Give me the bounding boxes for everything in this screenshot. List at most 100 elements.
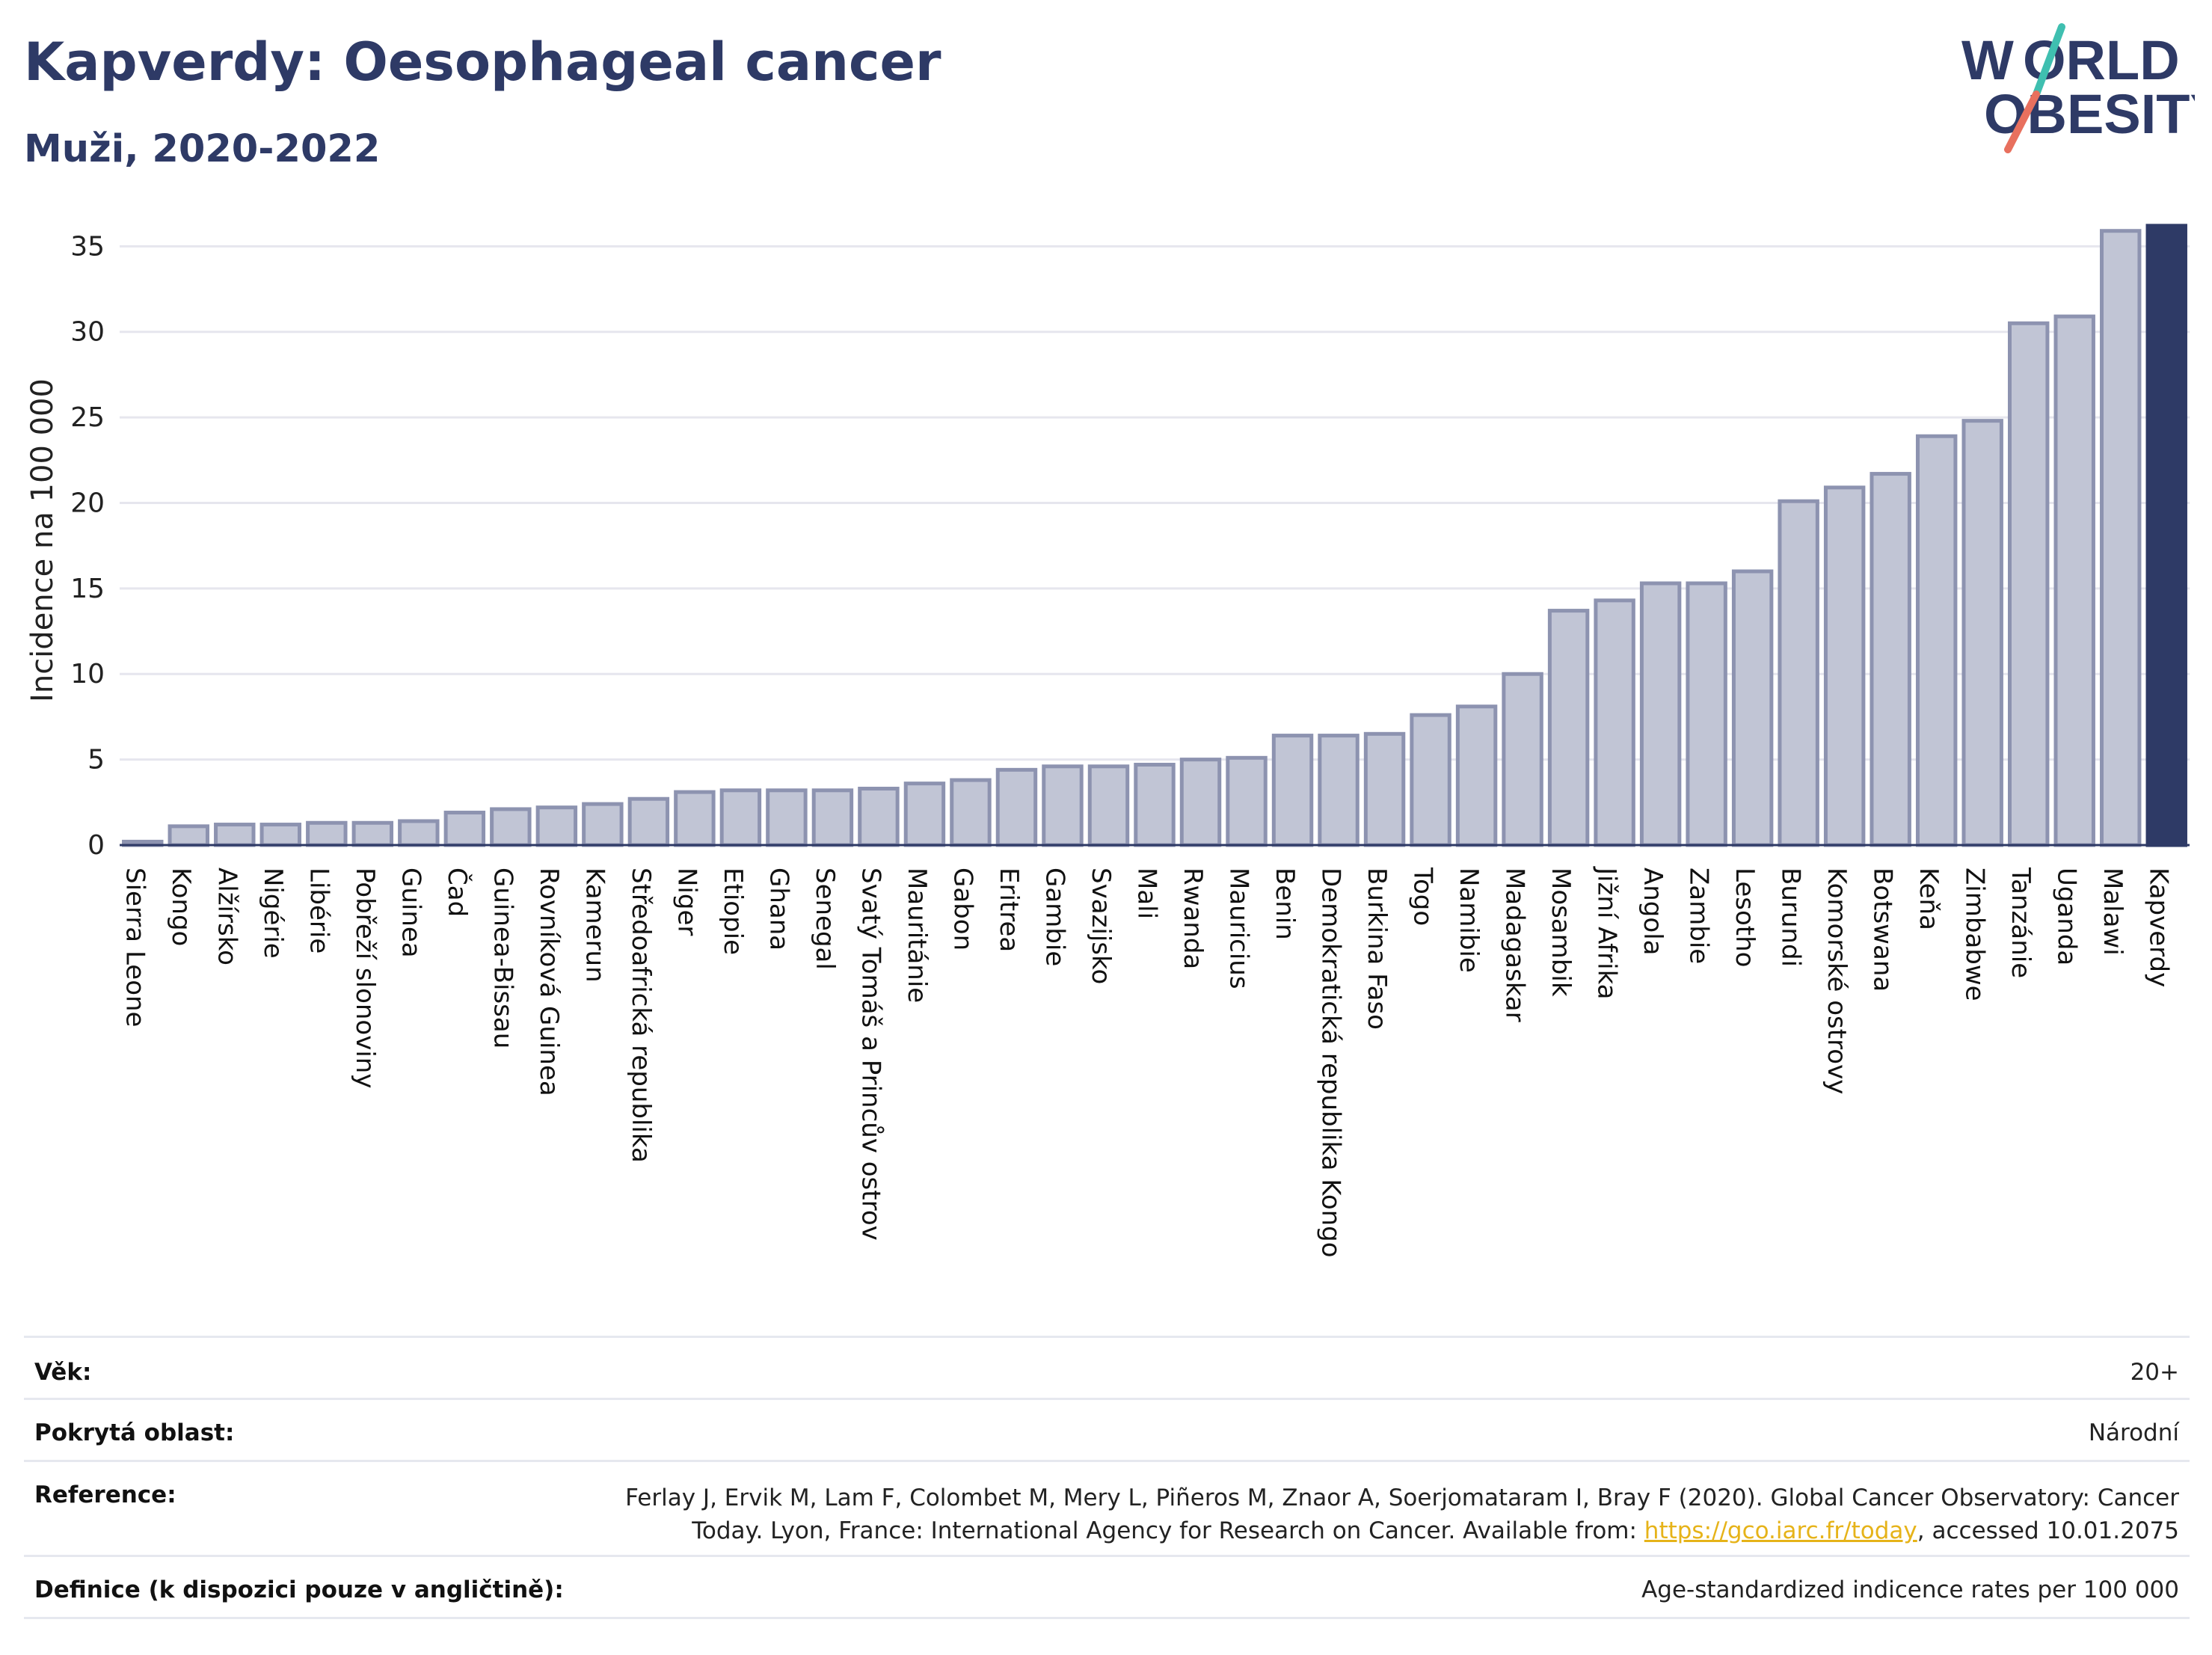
y-tick-label: 25 bbox=[70, 402, 105, 433]
logo-slash-teal bbox=[2033, 23, 2065, 98]
y-tick-label: 0 bbox=[87, 830, 105, 861]
x-tick-label: Lesotho bbox=[1730, 868, 1760, 967]
bar bbox=[1961, 419, 2003, 847]
x-tick-label: Kapverdy bbox=[2144, 868, 2174, 987]
x-tick-label: Zimbabwe bbox=[1960, 868, 1990, 1001]
bar bbox=[1915, 434, 1958, 847]
bar bbox=[1087, 764, 1130, 847]
x-tick-label: Etiopie bbox=[718, 868, 748, 955]
x-tick-label: Angola bbox=[1638, 868, 1668, 955]
bar bbox=[490, 807, 532, 847]
bar bbox=[1455, 704, 1498, 847]
bar bbox=[398, 819, 440, 847]
bar bbox=[2100, 229, 2142, 847]
x-tick-label: Zambie bbox=[1684, 868, 1714, 964]
bar bbox=[1547, 609, 1590, 847]
y-tick-label: 5 bbox=[87, 745, 105, 776]
x-tick-labels: Sierra Leone Kongo Alžírsko Nigérie Libérie P… bbox=[120, 866, 2173, 1258]
bar bbox=[1594, 598, 1635, 847]
bar bbox=[2053, 314, 2095, 847]
x-tick-label: Uganda bbox=[2052, 868, 2082, 965]
x-tick-label: Kamerun bbox=[580, 868, 609, 983]
y-tick-label: 15 bbox=[70, 574, 105, 604]
bar bbox=[2145, 224, 2187, 847]
x-tick-label: Niger bbox=[672, 868, 701, 936]
bar bbox=[535, 805, 578, 847]
bar bbox=[995, 767, 1038, 847]
bar bbox=[582, 802, 624, 847]
meta-label-reference: Reference: bbox=[34, 1481, 176, 1508]
x-tick-label: Burundi bbox=[1776, 868, 1806, 967]
bars bbox=[122, 224, 2187, 847]
bar bbox=[306, 820, 348, 847]
x-tick-label: Alžírsko bbox=[212, 868, 242, 965]
x-tick-label: Namibie bbox=[1454, 868, 1484, 973]
meta-row-definition: Definice (k dispozici pouze v angličtině… bbox=[24, 1555, 2190, 1619]
x-tick-label: Botswana bbox=[1868, 868, 1898, 992]
bar bbox=[627, 796, 670, 847]
x-tick-label: Benin bbox=[1270, 868, 1300, 940]
x-tick-label: Svazijsko bbox=[1086, 868, 1116, 984]
x-tick-label: Mauricius bbox=[1224, 868, 1254, 989]
bar bbox=[1686, 581, 1727, 847]
bar bbox=[950, 778, 992, 847]
meta-value-definition: Age-standardized indicence rates per 100… bbox=[1641, 1576, 2179, 1603]
x-tick-label: Eritrea bbox=[994, 868, 1024, 952]
logo-slash-red bbox=[2004, 90, 2040, 153]
x-tick-label: Gabon bbox=[947, 868, 977, 951]
bar bbox=[1410, 713, 1451, 847]
bar bbox=[443, 811, 486, 847]
bar bbox=[1778, 499, 1819, 847]
x-tick-label: Keňa bbox=[1914, 868, 1944, 930]
x-tick-label: Burkina Faso bbox=[1362, 868, 1392, 1030]
bar bbox=[1731, 569, 1774, 847]
x-tick-label: Togo bbox=[1408, 867, 1438, 926]
world-obesity-logo: W ORLD OBESITY bbox=[1961, 23, 2195, 153]
meta-label-area: Pokrytá oblast: bbox=[34, 1419, 235, 1446]
x-tick-label: Guinea-Bissau bbox=[488, 868, 517, 1048]
meta-row-area: Pokrytá oblast: Národní bbox=[24, 1398, 2190, 1460]
x-tick-label: Guinea bbox=[396, 868, 425, 958]
bar bbox=[1639, 581, 1682, 847]
bar bbox=[1363, 731, 1406, 847]
x-tick-label: Pobřeží slonoviny bbox=[350, 868, 380, 1088]
reference-line-2-suffix: , accessed 10.01.2075 bbox=[1917, 1517, 2179, 1544]
reference-line-2: Today. Lyon, France: International Agenc… bbox=[625, 1514, 2179, 1547]
bar bbox=[168, 824, 209, 847]
meta-row-reference: Reference: Ferlay J, Ervik M, Lam F, Col… bbox=[24, 1460, 2190, 1555]
x-tick-label: Senegal bbox=[810, 868, 840, 970]
bar bbox=[214, 823, 256, 847]
bar bbox=[1179, 758, 1222, 847]
y-tick-label: 20 bbox=[70, 488, 105, 518]
logo-text-world: W bbox=[1961, 29, 2014, 91]
x-tick-label: Mosambik bbox=[1546, 868, 1576, 997]
bar bbox=[351, 820, 394, 847]
y-tick-labels: 0 5 10 15 20 25 30 35 bbox=[70, 231, 105, 861]
meta-label-definition: Definice (k dispozici pouze v angličtině… bbox=[34, 1576, 564, 1603]
reference-link[interactable]: https://gco.iarc.fr/today bbox=[1644, 1517, 1917, 1544]
bar bbox=[1318, 734, 1360, 847]
x-tick-label: Čad bbox=[442, 868, 473, 917]
bar bbox=[259, 823, 302, 847]
x-tick-label: Ghana bbox=[764, 868, 793, 951]
bar bbox=[719, 788, 762, 847]
bar bbox=[858, 787, 900, 847]
bar bbox=[811, 788, 854, 847]
reference-line-1: Ferlay J, Ervik M, Lam F, Colombet M, Me… bbox=[625, 1484, 2179, 1511]
meta-row-age: Věk: 20+ bbox=[24, 1336, 2190, 1398]
bar-chart: 0 5 10 15 20 25 30 35 Sierra Leone Kongo Alžírsko… bbox=[25, 224, 2190, 1258]
x-tick-label: Demokratická republika Kongo bbox=[1316, 868, 1346, 1258]
bar bbox=[1823, 485, 1866, 847]
metadata-table: Věk: 20+ Pokrytá oblast: Národní Referen… bbox=[24, 1336, 2190, 1619]
bar bbox=[1226, 755, 1268, 847]
x-tick-label: Středoafrická republika bbox=[626, 868, 656, 1163]
y-tick-label: 35 bbox=[70, 231, 105, 262]
meta-value-age: 20+ bbox=[2130, 1359, 2179, 1386]
y-tick-label: 10 bbox=[70, 659, 105, 690]
x-tick-label: Nigérie bbox=[258, 868, 288, 959]
reference-line-2-prefix: Today. Lyon, France: International Agenc… bbox=[692, 1517, 1644, 1544]
x-tick-label: Mali bbox=[1132, 868, 1162, 919]
x-tick-label: Malawi bbox=[2098, 868, 2127, 956]
x-tick-label: Madagaskar bbox=[1500, 868, 1530, 1022]
x-tick-label: Sierra Leone bbox=[120, 868, 150, 1027]
